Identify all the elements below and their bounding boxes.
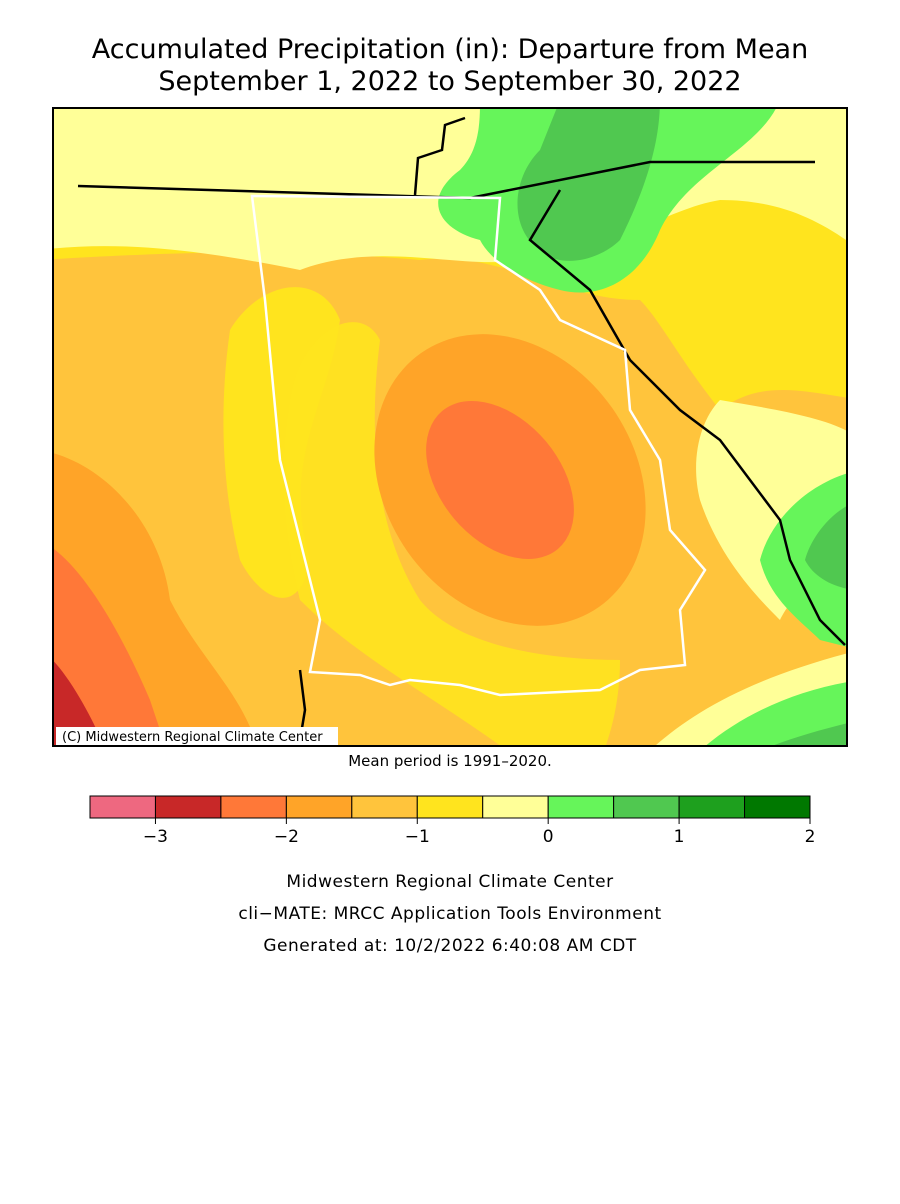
legend-swatch (547, 795, 615, 819)
legend-swatch (351, 795, 418, 819)
legend-swatch (220, 795, 287, 819)
legend-swatch (416, 795, 484, 819)
title: Accumulated Precipitation (in): Departur… (92, 34, 808, 65)
legend-tick-label: −2 (274, 827, 299, 847)
legend-swatch (89, 795, 156, 819)
legend-tick-label: −3 (143, 827, 168, 847)
copyright: (C) Midwestern Regional Climate Center (62, 730, 323, 745)
legend-tick-label: −1 (405, 827, 430, 847)
copyright-box (56, 727, 338, 745)
legend-swatch (285, 795, 353, 819)
legend-tick-label: 1 (674, 827, 685, 847)
mean-note: Mean period is 1991–2020. (348, 752, 552, 770)
footer-line: cli−MATE: MRCC Application Tools Environ… (238, 904, 661, 924)
legend-tick-label: 0 (543, 827, 554, 847)
map-frame (52, 107, 848, 747)
legend-swatch (154, 795, 222, 819)
legend-swatch (744, 795, 811, 819)
legend: −3 −2 −1 0 1 2 (89, 795, 816, 847)
legend-swatch (678, 795, 746, 819)
legend-swatch (482, 795, 549, 819)
subtitle: September 1, 2022 to September 30, 2022 (158, 66, 741, 97)
map (53, 108, 847, 746)
footer-line: Generated at: 10/2/2022 6:40:08 AM CDT (263, 936, 636, 956)
legend-swatch (613, 795, 680, 819)
legend-tick-label: 2 (805, 827, 816, 847)
footer-line: Midwestern Regional Climate Center (286, 872, 613, 892)
